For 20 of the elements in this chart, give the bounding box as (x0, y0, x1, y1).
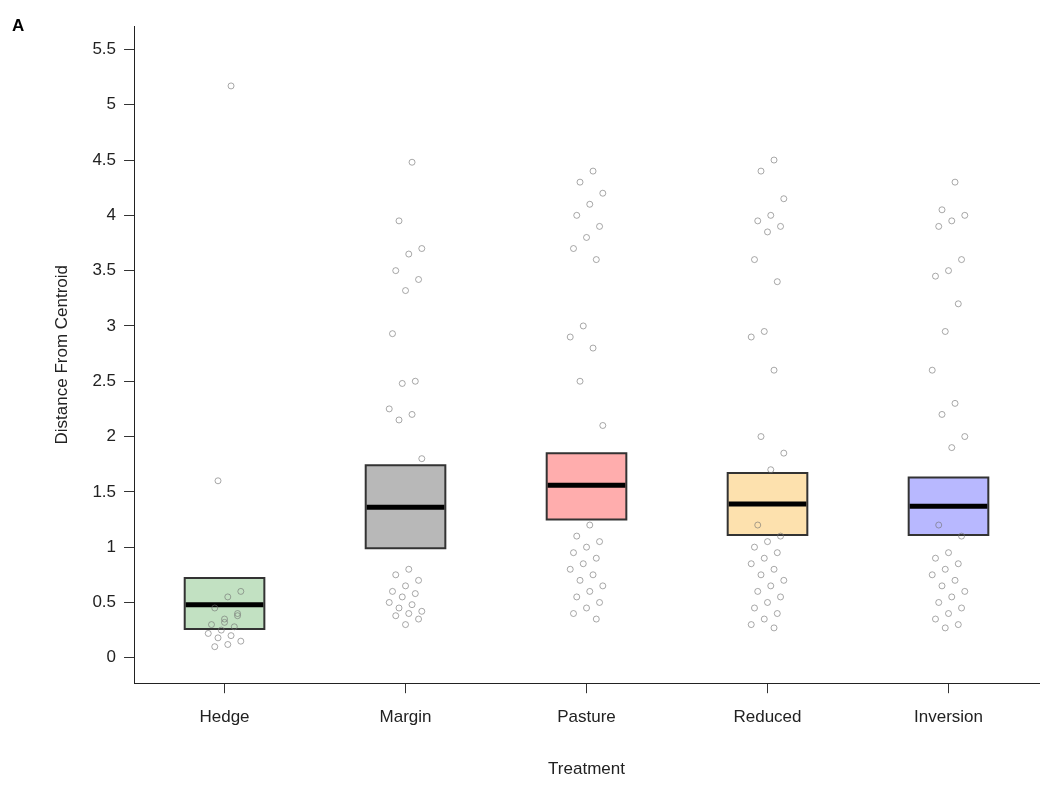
y-axis-title: Distance From Centroid (51, 264, 71, 445)
x-tick-label: Margin (379, 707, 432, 727)
x-tick-label: Hedge (199, 707, 250, 727)
x-axis-title: Treatment (548, 759, 626, 779)
y-tick-label: 3.5 (92, 260, 117, 280)
x-tick-label: Inversion (914, 707, 983, 727)
y-tick-label: 2 (106, 426, 117, 446)
y-tick-label: 0.5 (92, 592, 117, 612)
y-tick-label: 0 (106, 647, 117, 667)
x-tick-label: Reduced (733, 707, 802, 727)
chart-title: A (12, 16, 25, 36)
y-tick-label: 4 (106, 205, 117, 225)
y-tick-label: 5 (106, 94, 117, 114)
y-tick-label: 2.5 (92, 370, 117, 390)
y-tick-label: 5.5 (92, 39, 117, 59)
x-tick-label: Pasture (557, 707, 616, 727)
y-tick-label: 1 (106, 536, 117, 556)
y-tick-label: 4.5 (92, 149, 117, 169)
y-tick-label: 1.5 (92, 481, 117, 501)
y-tick-label: 3 (106, 315, 117, 335)
